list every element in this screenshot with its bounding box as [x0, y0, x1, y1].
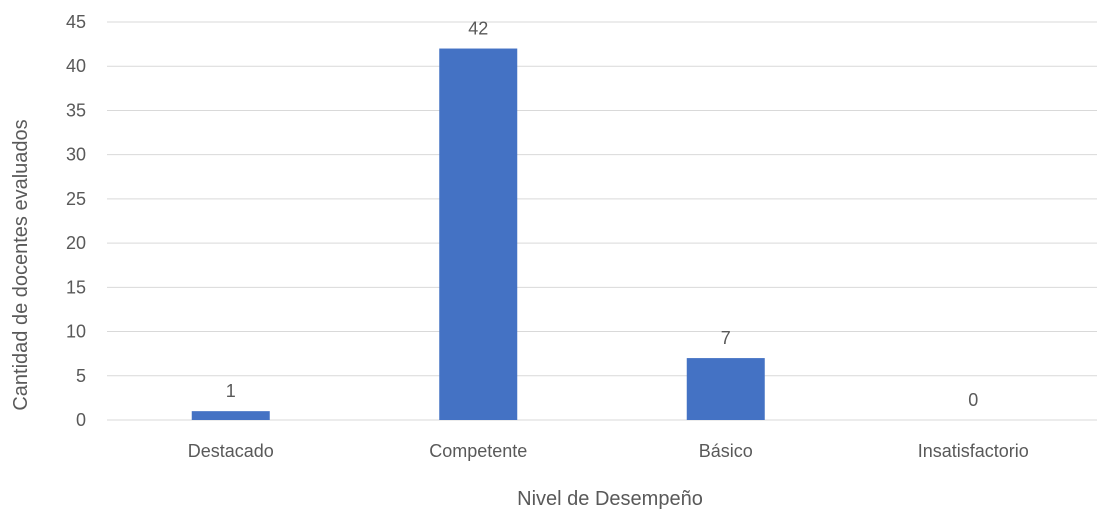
- x-axis-title: Nivel de Desempeño: [517, 488, 703, 510]
- y-axis-title: Cantidad de docentes evaluados: [10, 119, 32, 410]
- y-tick-label: 30: [66, 145, 86, 165]
- y-tick-label: 45: [66, 12, 86, 32]
- y-tick-label: 10: [66, 322, 86, 342]
- gridlines: [107, 21, 1097, 421]
- y-tick-label: 25: [66, 189, 86, 209]
- bars: [191, 48, 765, 421]
- data-label: 42: [468, 19, 488, 39]
- data-label: 7: [721, 328, 731, 348]
- y-tick-label: 15: [66, 277, 86, 297]
- bar: [191, 411, 270, 420]
- x-tick-label: Competente: [429, 441, 527, 461]
- y-tick-label: 20: [66, 233, 86, 253]
- x-tick-label: Básico: [699, 441, 753, 461]
- bar: [439, 48, 518, 421]
- y-tick-label: 40: [66, 56, 86, 76]
- y-tick-label: 5: [76, 366, 86, 386]
- data-label: 0: [968, 390, 978, 410]
- x-tick-label: Insatisfactorio: [918, 441, 1029, 461]
- x-axis-tick-labels: Destacado Competente Básico Insatisfactorio: [188, 441, 1029, 461]
- x-tick-label: Destacado: [188, 441, 274, 461]
- y-axis-tick-labels: 0 5 10 15 20 25 30 35 40 45: [66, 12, 86, 430]
- bar: [686, 358, 765, 420]
- y-tick-label: 0: [76, 410, 86, 430]
- data-label: 1: [226, 381, 236, 401]
- y-tick-label: 35: [66, 100, 86, 120]
- data-labels: 1 42 7 0: [226, 19, 979, 410]
